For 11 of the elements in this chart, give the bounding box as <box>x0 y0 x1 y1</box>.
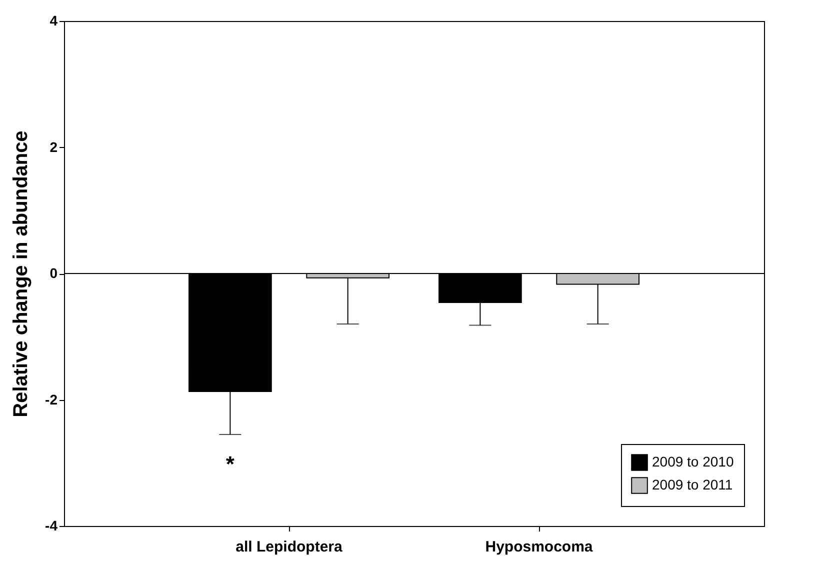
y-tick-label: 2 <box>50 138 58 155</box>
y-tick-label: 4 <box>50 12 58 28</box>
y-axis-title: Relative change in abundance <box>10 130 32 418</box>
x-tick-label: all Lepidoptera <box>236 538 343 556</box>
legend-label: 2009 to 2010 <box>652 454 734 470</box>
y-tick-label: -4 <box>45 518 58 534</box>
y-tick-label: 0 <box>50 265 58 281</box>
y-tick-label: -2 <box>45 391 58 408</box>
x-tick-label: Hyposmocoma <box>485 538 594 556</box>
legend-label: 2009 to 2011 <box>652 476 733 492</box>
annotation: * <box>226 451 235 476</box>
